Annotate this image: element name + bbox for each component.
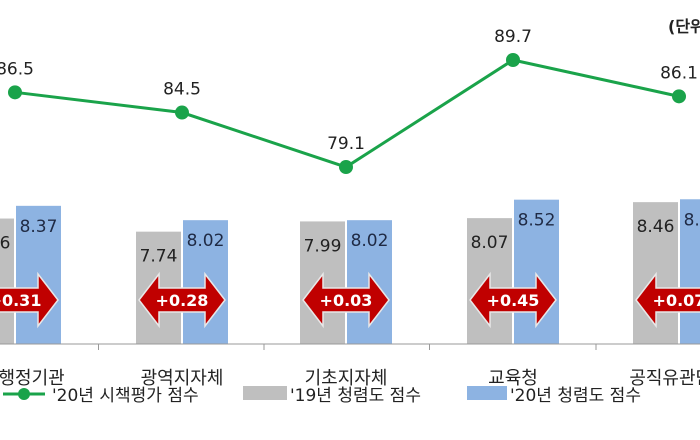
bar-2019-label: 7.99 [304, 236, 342, 256]
legend: '20년 시책평가 점수 '19년 청렴도 점수 '20년 청렴도 점수 [3, 386, 641, 406]
legend-line-marker [18, 388, 30, 400]
line-point-label: 89.7 [494, 27, 532, 47]
line-point-label: 84.5 [163, 80, 201, 100]
difference-label: +0.31 [0, 291, 41, 310]
x-tick-label: 기초지자체 [305, 368, 388, 389]
double-arrow-icon [635, 271, 700, 329]
bar-2020-label: 8.02 [351, 231, 389, 251]
double-arrow-icon [469, 271, 557, 329]
unit-note: (단위: 점) [668, 17, 700, 36]
legend-label-2020: '20년 청렴도 점수 [510, 386, 641, 406]
legend-swatch-2019 [243, 386, 287, 400]
line-point [175, 105, 189, 120]
legend-label-line: '20년 시책평가 점수 [52, 386, 199, 406]
difference-label: +0.03 [320, 291, 373, 310]
difference-label: +0.07 [653, 291, 700, 310]
bar-2019-label: 8.06 [0, 234, 10, 254]
x-tick-label: 공직유관단체 [629, 368, 700, 389]
line-point [672, 89, 686, 104]
bar-2020-label: 8.53 [684, 210, 700, 230]
bar-2019-label: 8.46 [637, 217, 675, 237]
legend-swatch-2020 [467, 386, 507, 400]
line-point-label: 86.5 [0, 59, 34, 79]
line-point [506, 53, 520, 67]
double-arrow-icon [138, 271, 226, 329]
difference-label: +0.45 [487, 291, 540, 310]
bar-2019-label: 7.74 [140, 247, 178, 267]
line-point [8, 85, 22, 100]
line-point-label: 79.1 [327, 134, 365, 154]
bar-2020-label: 8.52 [518, 211, 556, 231]
bar-2020-label: 8.37 [20, 217, 58, 237]
double-arrow-icon [0, 271, 59, 329]
line-point [339, 160, 353, 175]
difference-label: +0.28 [156, 291, 209, 310]
x-tick-label: 교육청 [488, 368, 538, 389]
double-arrow-icon [302, 271, 390, 329]
bar-2019-label: 8.07 [471, 233, 509, 253]
line-point-label: 86.1 [660, 63, 698, 83]
x-tick-label: 중앙행정기관 [0, 368, 65, 389]
legend-label-2019: '19년 청렴도 점수 [290, 386, 421, 406]
bar-2020-label: 8.02 [187, 231, 225, 251]
x-tick-label: 광역지자체 [141, 368, 224, 389]
